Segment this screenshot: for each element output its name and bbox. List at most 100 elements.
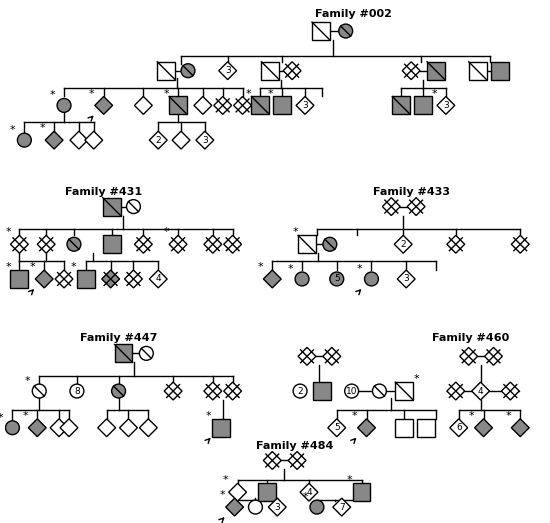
Bar [251,96,270,115]
Polygon shape [50,419,68,437]
Bar [10,270,28,288]
Polygon shape [224,235,241,253]
Polygon shape [263,270,281,288]
Text: 2: 2 [297,386,303,395]
Text: *: * [89,88,95,98]
Text: *: * [71,262,77,272]
Polygon shape [102,270,119,288]
Text: 5: 5 [334,423,340,432]
Text: *: * [25,376,30,386]
Polygon shape [333,498,351,516]
Polygon shape [85,131,103,149]
Circle shape [345,384,359,398]
Polygon shape [45,131,63,149]
Polygon shape [60,419,78,437]
Text: *: * [287,264,293,274]
Text: *: * [163,88,169,98]
Circle shape [139,346,153,360]
Polygon shape [169,235,187,253]
Polygon shape [149,270,167,288]
Text: 4: 4 [156,275,161,283]
Polygon shape [263,451,281,470]
Polygon shape [28,419,46,437]
Text: *: * [223,475,228,485]
Bar [492,62,509,79]
Text: Family #431: Family #431 [65,187,142,197]
Polygon shape [447,235,465,253]
Circle shape [295,272,309,286]
Polygon shape [502,382,519,400]
Polygon shape [300,483,318,501]
Polygon shape [402,62,420,79]
Text: 7: 7 [339,503,345,511]
Circle shape [339,24,353,38]
Text: *: * [6,228,12,237]
Circle shape [365,272,378,286]
Text: *: * [257,262,263,272]
Polygon shape [512,235,529,253]
Text: 3: 3 [274,503,280,511]
Bar [103,235,120,253]
Bar [114,345,133,362]
Bar [353,483,371,501]
Text: *: * [292,228,298,237]
Text: *: * [6,262,12,272]
Text: 8: 8 [74,386,80,395]
Polygon shape [196,131,214,149]
Polygon shape [397,270,415,288]
Polygon shape [283,62,301,79]
Text: Family #484: Family #484 [256,440,334,451]
Polygon shape [472,382,490,400]
Polygon shape [149,131,167,149]
Polygon shape [164,382,182,400]
Polygon shape [268,498,286,516]
Text: 3: 3 [225,66,230,75]
Polygon shape [382,198,400,215]
Text: *: * [267,88,273,98]
Polygon shape [298,347,316,365]
Bar [103,198,120,215]
Text: *: * [302,492,308,502]
Polygon shape [512,419,529,437]
Bar [395,382,413,400]
Polygon shape [460,347,477,365]
Polygon shape [139,419,157,437]
Circle shape [181,64,195,77]
Text: *: * [246,88,251,98]
Circle shape [70,384,84,398]
Polygon shape [194,96,212,115]
Bar [313,382,331,400]
Polygon shape [204,235,222,253]
Circle shape [18,133,31,147]
Circle shape [249,500,262,514]
Polygon shape [288,451,306,470]
Polygon shape [450,419,468,437]
Text: 3: 3 [202,135,208,145]
Text: Family #433: Family #433 [373,187,450,197]
Polygon shape [204,382,222,400]
Bar [298,235,316,253]
Text: Family #460: Family #460 [432,334,509,344]
Polygon shape [229,483,246,501]
Text: *: * [432,88,438,98]
Polygon shape [10,235,28,253]
Text: *: * [220,490,225,500]
Circle shape [112,384,125,398]
Text: *: * [40,123,45,133]
Polygon shape [475,419,492,437]
Text: *: * [347,475,353,485]
Text: *: * [469,411,475,421]
Bar [212,419,230,437]
Text: *: * [505,411,511,421]
Text: *: * [10,125,15,135]
Polygon shape [37,235,55,253]
Circle shape [372,384,386,398]
Bar [427,62,445,79]
Polygon shape [224,382,241,400]
Circle shape [330,272,344,286]
Text: 3: 3 [302,101,308,110]
Polygon shape [95,96,113,115]
Polygon shape [70,131,88,149]
Polygon shape [55,270,73,288]
Bar [273,96,291,115]
